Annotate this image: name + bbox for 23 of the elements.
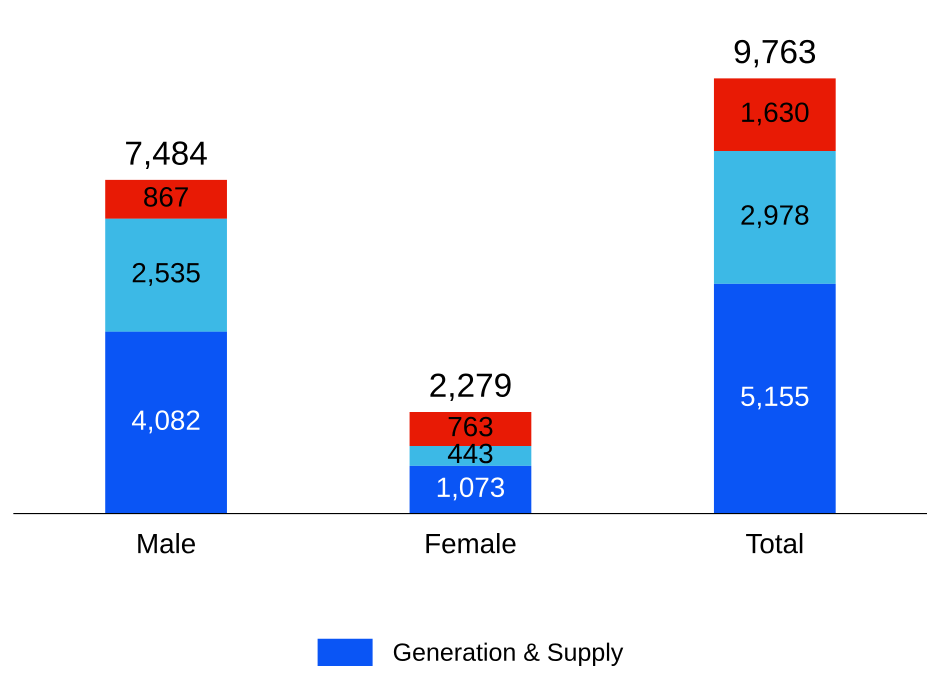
legend-label: Generation & Supply: [394, 642, 624, 666]
data-label: 4,082: [132, 410, 200, 434]
data-label: 5,155: [741, 386, 808, 410]
bar: [105, 332, 227, 514]
total-label: 9,763: [734, 40, 816, 68]
bar: [714, 284, 836, 514]
bar: [714, 151, 836, 284]
data-label: 1,073: [438, 477, 504, 500]
x-tick-label: Total: [746, 533, 802, 554]
total-label: 2,279: [430, 373, 511, 401]
data-label: 2,535: [132, 262, 200, 286]
data-label: 867: [144, 187, 188, 207]
data-label: 443: [448, 444, 492, 464]
data-label: 1,630: [742, 102, 808, 126]
x-tick-label: Female: [426, 533, 516, 554]
data-label: 2,978: [741, 205, 808, 228]
bar: [714, 78, 836, 152]
data-label: 763: [448, 416, 492, 436]
bar: [105, 180, 227, 219]
x-tick-label: Male: [138, 533, 195, 554]
bar: [410, 466, 532, 514]
total-label: 7,484: [126, 141, 207, 169]
bar: [105, 218, 227, 332]
